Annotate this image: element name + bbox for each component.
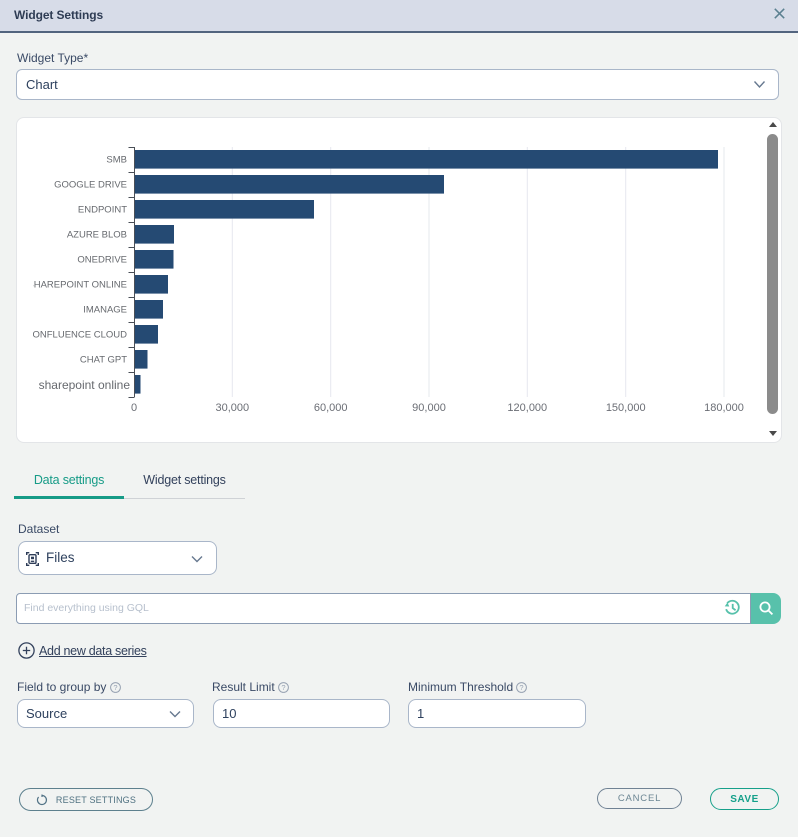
svg-text:GOOGLE DRIVE: GOOGLE DRIVE xyxy=(54,180,127,191)
svg-text:SMB: SMB xyxy=(106,155,127,166)
svg-text:180,000: 180,000 xyxy=(704,402,744,414)
svg-text:AZURE BLOB: AZURE BLOB xyxy=(67,230,127,241)
svg-text:SHAREPOINT ONLINE: SHAREPOINT ONLINE xyxy=(33,280,127,291)
svg-text:90,000: 90,000 xyxy=(412,402,446,414)
svg-text:?: ? xyxy=(113,683,117,692)
svg-text:0: 0 xyxy=(131,402,137,414)
svg-text:ENDPOINT: ENDPOINT xyxy=(78,205,127,216)
svg-text:?: ? xyxy=(281,683,285,692)
svg-text:120,000: 120,000 xyxy=(507,402,547,414)
svg-text:IMANAGE: IMANAGE xyxy=(83,305,127,316)
svg-text:CHAT GPT: CHAT GPT xyxy=(80,355,127,366)
svg-text:150,000: 150,000 xyxy=(606,402,646,414)
svg-text:30,000: 30,000 xyxy=(215,402,249,414)
svg-text:ONEDRIVE: ONEDRIVE xyxy=(77,255,127,266)
svg-text:CONFLUENCE CLOUD: CONFLUENCE CLOUD xyxy=(33,330,127,341)
svg-text:60,000: 60,000 xyxy=(314,402,348,414)
svg-text:sharepoint online: sharepoint online xyxy=(39,378,131,392)
svg-text:?: ? xyxy=(520,683,524,692)
